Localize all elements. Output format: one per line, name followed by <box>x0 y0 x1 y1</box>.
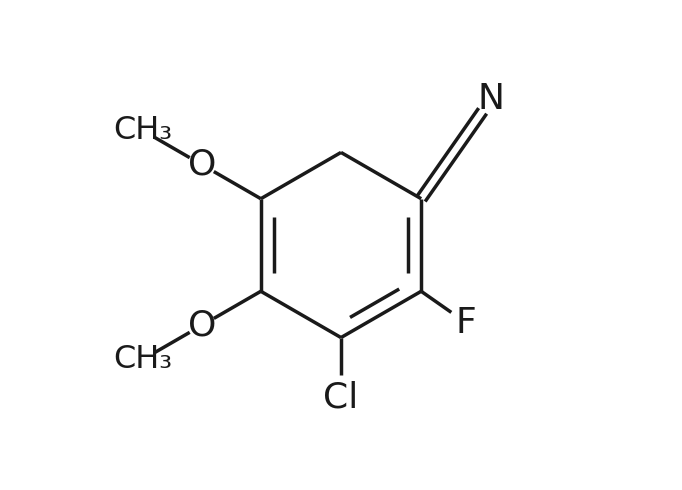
Text: CH₃: CH₃ <box>113 344 173 375</box>
Text: CH₃: CH₃ <box>113 115 173 146</box>
Text: Cl: Cl <box>323 380 359 414</box>
Text: N: N <box>477 82 505 116</box>
Text: O: O <box>188 147 216 182</box>
Text: O: O <box>188 308 216 343</box>
Text: F: F <box>456 306 476 340</box>
